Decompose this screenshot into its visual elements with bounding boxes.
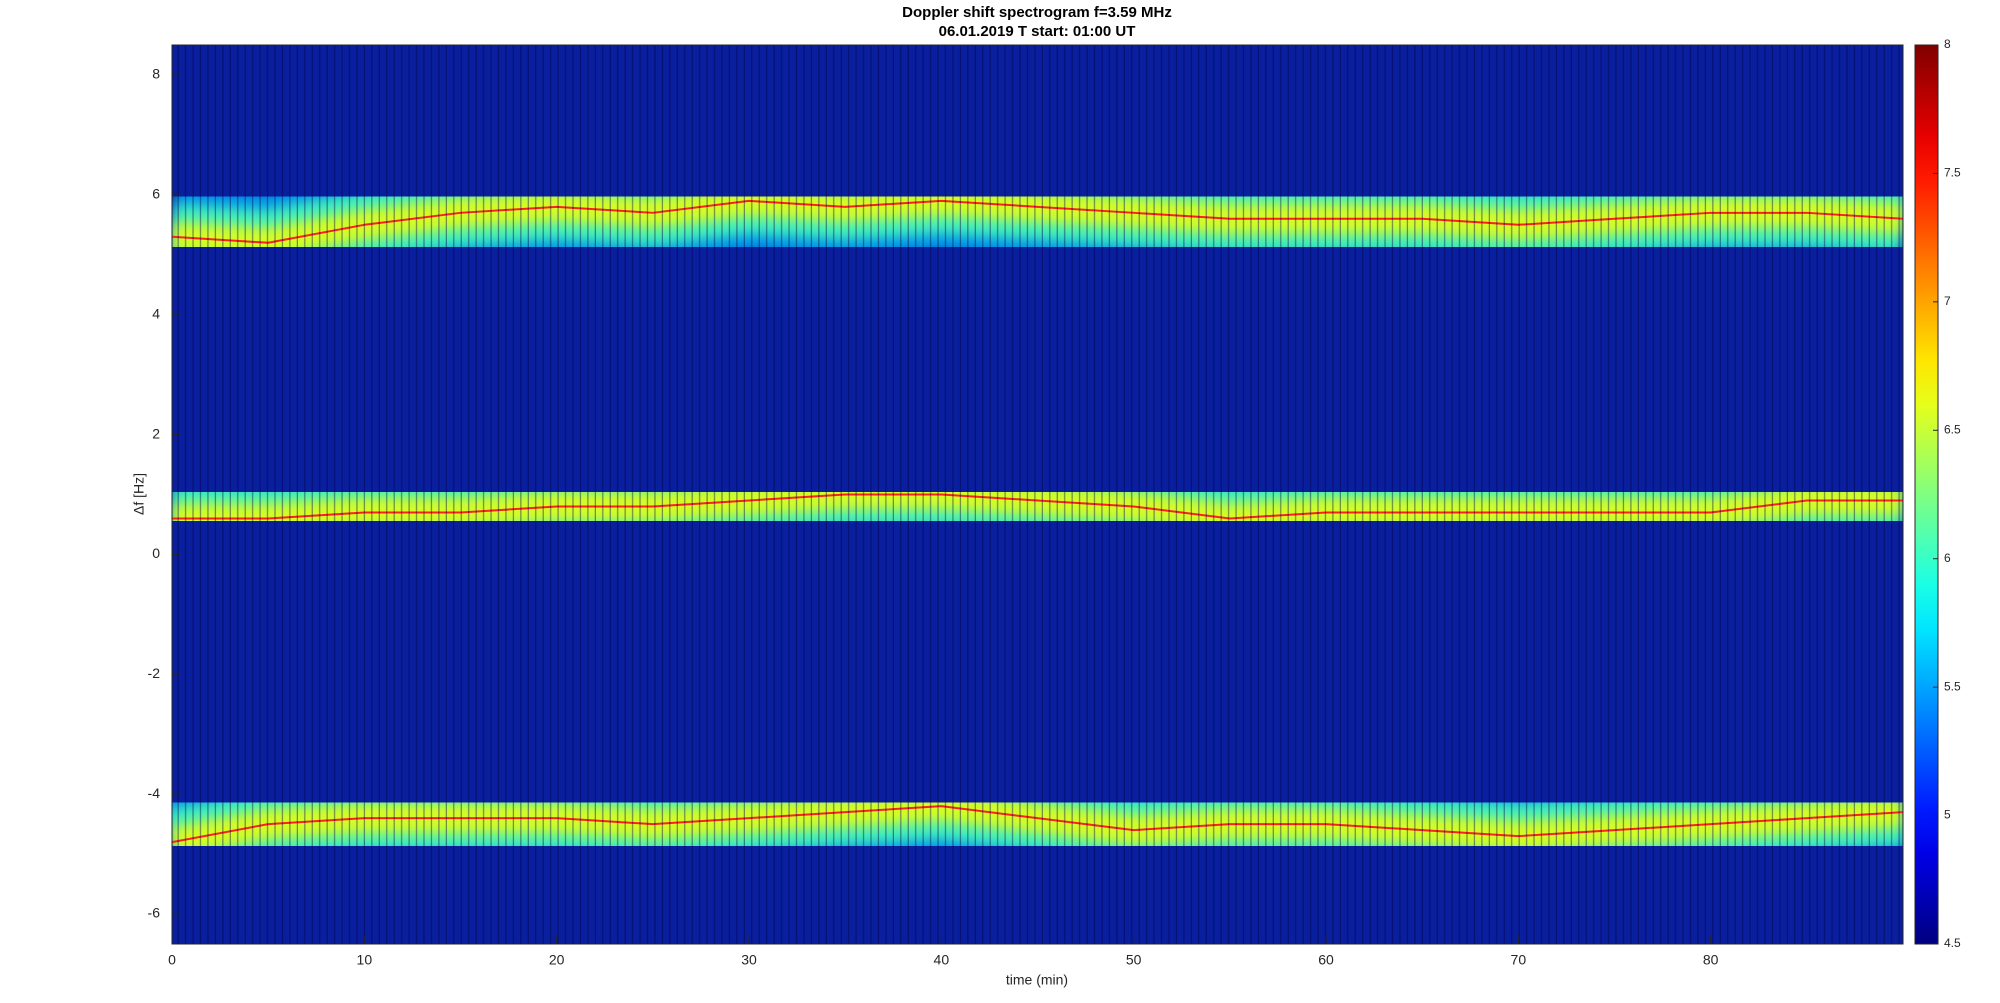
y-tick-label: -4: [148, 785, 161, 801]
colorbar-tick-label: 5: [1944, 808, 1951, 822]
y-tick-label: 0: [152, 545, 160, 561]
colorbar-tick-label: 6.5: [1944, 422, 1961, 436]
stripe-texture: [172, 45, 1903, 944]
chart-title: Doppler shift spectrogram f=3.59 MHz: [902, 4, 1172, 21]
colorbar: [1914, 44, 1939, 945]
colorbar-tick-label: 4.5: [1944, 936, 1961, 950]
y-tick-label: -6: [148, 905, 161, 921]
y-tick-label: -2: [148, 665, 161, 681]
x-tick-label: 20: [549, 952, 565, 968]
chart-subtitle: 06.01.2019 T start: 01:00 UT: [939, 23, 1136, 40]
x-tick-label: 0: [168, 952, 176, 968]
x-tick-label: 70: [1511, 952, 1527, 968]
y-tick-label: 2: [152, 425, 160, 441]
y-tick-label: 4: [152, 305, 160, 321]
colorbar-tick-label: 8: [1944, 37, 1951, 51]
colorbar-tick-label: 5.5: [1944, 679, 1961, 693]
x-axis-label: time (min): [1006, 972, 1068, 988]
x-tick-label: 80: [1703, 952, 1719, 968]
x-tick-label: 30: [741, 952, 757, 968]
x-tick-label: 50: [1126, 952, 1142, 968]
y-axis-label: Δf [Hz]: [131, 473, 147, 515]
colorbar-tick-label: 7: [1944, 294, 1951, 308]
colorbar-tick-label: 6: [1944, 551, 1951, 565]
x-tick-label: 10: [357, 952, 373, 968]
plot-frame: [171, 44, 1904, 945]
y-tick-label: 6: [152, 186, 160, 202]
x-tick-label: 40: [934, 952, 950, 968]
y-tick-label: 8: [152, 66, 160, 82]
x-tick-label: 60: [1318, 952, 1334, 968]
colorbar-tick-label: 7.5: [1944, 166, 1961, 180]
